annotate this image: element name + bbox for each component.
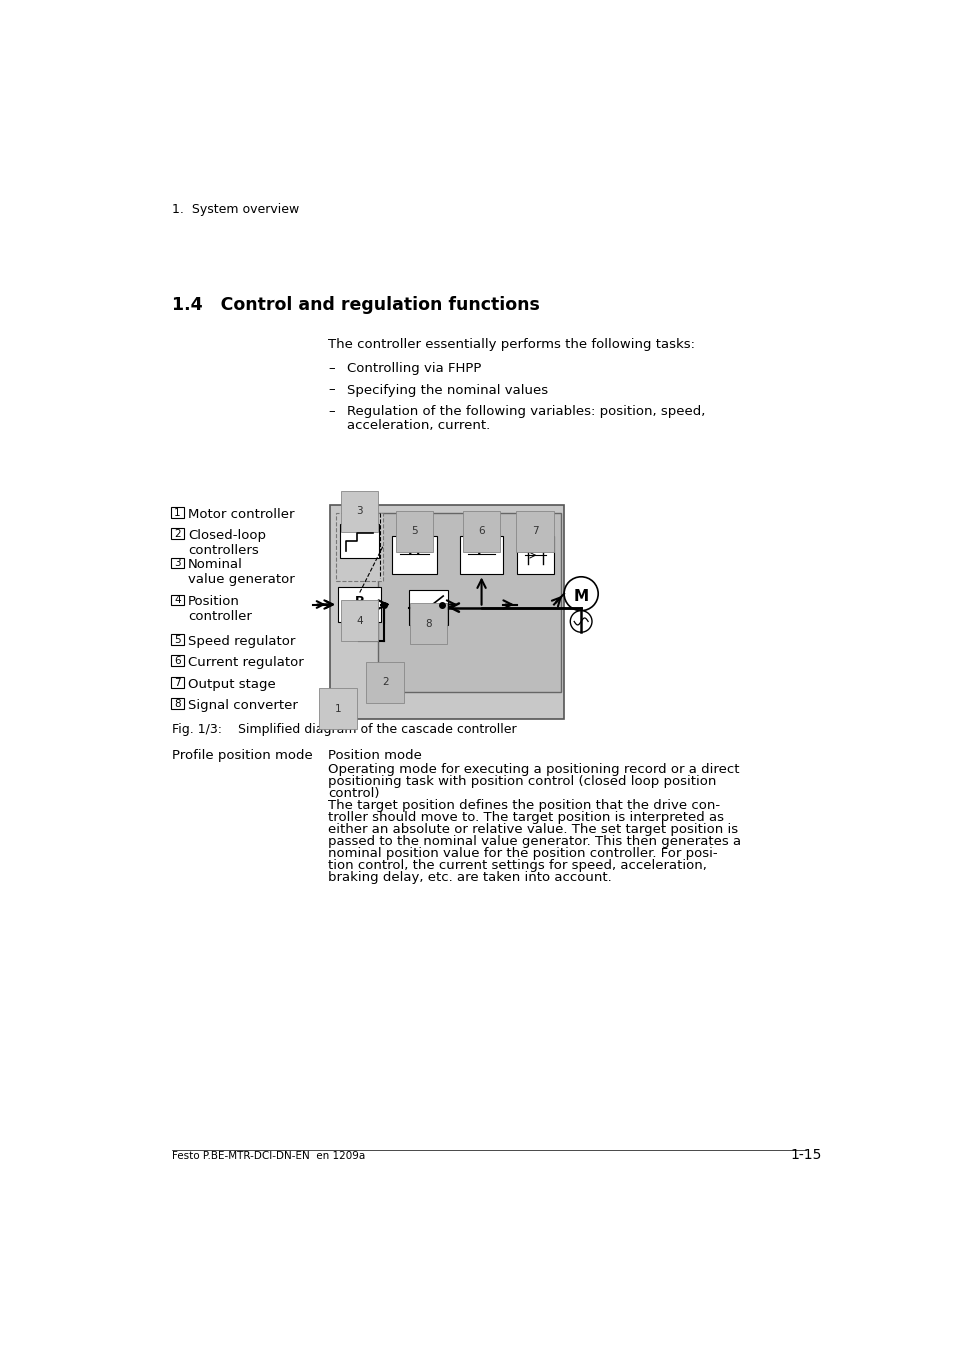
Bar bbox=[337, 586, 381, 623]
Text: 2: 2 bbox=[381, 677, 388, 687]
Text: either an absolute or relative value. The set target position is: either an absolute or relative value. Th… bbox=[328, 822, 738, 836]
Text: –: – bbox=[328, 406, 335, 418]
Circle shape bbox=[563, 577, 598, 611]
Text: Operating mode for executing a positioning record or a direct: Operating mode for executing a positioni… bbox=[328, 763, 740, 776]
Text: 7: 7 bbox=[532, 527, 538, 537]
Text: Output stage: Output stage bbox=[188, 678, 275, 690]
Bar bbox=[517, 537, 554, 574]
Bar bbox=[171, 528, 183, 539]
Text: 3: 3 bbox=[173, 558, 180, 569]
Text: The target position defines the position that the drive con-: The target position defines the position… bbox=[328, 799, 720, 811]
Text: troller should move to. The target position is interpreted as: troller should move to. The target posit… bbox=[328, 811, 723, 824]
Bar bbox=[171, 698, 183, 709]
Text: Nominal
value generator: Nominal value generator bbox=[188, 558, 294, 586]
Bar bbox=[171, 558, 183, 569]
Text: Current regulator: Current regulator bbox=[188, 656, 304, 669]
Text: passed to the nominal value generator. This then generates a: passed to the nominal value generator. T… bbox=[328, 834, 740, 848]
Text: Pl: Pl bbox=[408, 545, 420, 558]
Text: 1-15: 1-15 bbox=[789, 1148, 821, 1162]
Bar bbox=[171, 677, 183, 687]
Bar bbox=[377, 512, 560, 692]
Text: tion control, the current settings for speed, acceleration,: tion control, the current settings for s… bbox=[328, 859, 706, 872]
Text: –: – bbox=[328, 363, 335, 375]
Text: Position mode: Position mode bbox=[328, 749, 422, 762]
Text: 6: 6 bbox=[477, 527, 484, 537]
Text: The controller essentially performs the following tasks:: The controller essentially performs the … bbox=[328, 338, 695, 350]
Text: 3: 3 bbox=[355, 507, 362, 516]
Text: braking delay, etc. are taken into account.: braking delay, etc. are taken into accou… bbox=[328, 871, 612, 883]
Text: control): control) bbox=[328, 787, 379, 799]
Text: P: P bbox=[355, 594, 364, 608]
Text: 5: 5 bbox=[173, 635, 180, 644]
Text: 6: 6 bbox=[173, 656, 180, 666]
Text: Controlling via FHPP: Controlling via FHPP bbox=[347, 363, 481, 375]
Bar bbox=[459, 537, 502, 574]
Text: 1: 1 bbox=[173, 508, 180, 518]
Text: 1.4   Control and regulation functions: 1.4 Control and regulation functions bbox=[172, 295, 539, 314]
Circle shape bbox=[570, 611, 592, 632]
Text: M: M bbox=[573, 589, 588, 604]
Text: Signal converter: Signal converter bbox=[188, 700, 297, 712]
Text: 1: 1 bbox=[335, 704, 341, 713]
Text: Speed regulator: Speed regulator bbox=[188, 635, 295, 647]
Text: Regulation of the following variables: position, speed,: Regulation of the following variables: p… bbox=[347, 406, 704, 418]
Text: 7: 7 bbox=[173, 678, 180, 687]
Text: nominal position value for the position controller. For posi-: nominal position value for the position … bbox=[328, 847, 718, 860]
Text: Position
controller: Position controller bbox=[188, 596, 252, 623]
Text: 4: 4 bbox=[355, 616, 362, 625]
Text: –: – bbox=[328, 384, 335, 396]
Text: 8: 8 bbox=[173, 700, 180, 709]
Text: positioning task with position control (closed loop position: positioning task with position control (… bbox=[328, 775, 716, 789]
Text: Specifying the nominal values: Specifying the nominal values bbox=[347, 384, 548, 396]
Text: 4: 4 bbox=[173, 596, 180, 605]
Text: 1.  System overview: 1. System overview bbox=[172, 202, 299, 216]
Text: 5: 5 bbox=[411, 527, 417, 537]
Text: Fig. 1/3:    Simplified diagram of the cascade controller: Fig. 1/3: Simplified diagram of the casc… bbox=[172, 723, 516, 736]
Text: 8: 8 bbox=[425, 619, 432, 628]
Bar bbox=[340, 523, 378, 558]
Text: Closed-loop
controllers: Closed-loop controllers bbox=[188, 528, 266, 557]
Text: Profile position mode: Profile position mode bbox=[172, 749, 313, 762]
Text: acceleration, current.: acceleration, current. bbox=[347, 419, 490, 431]
Text: Motor controller: Motor controller bbox=[188, 508, 294, 522]
Bar bbox=[171, 655, 183, 666]
Text: P: P bbox=[476, 545, 486, 558]
Bar bbox=[171, 594, 183, 605]
Bar bbox=[171, 507, 183, 518]
Bar bbox=[409, 590, 447, 625]
Bar bbox=[335, 512, 382, 581]
Bar bbox=[171, 634, 183, 644]
Text: Festo P.BE-MTR-DCI-DN-EN  en 1209a: Festo P.BE-MTR-DCI-DN-EN en 1209a bbox=[172, 1151, 365, 1161]
Text: 2: 2 bbox=[173, 528, 180, 539]
Bar bbox=[330, 506, 563, 720]
Bar bbox=[392, 537, 436, 574]
